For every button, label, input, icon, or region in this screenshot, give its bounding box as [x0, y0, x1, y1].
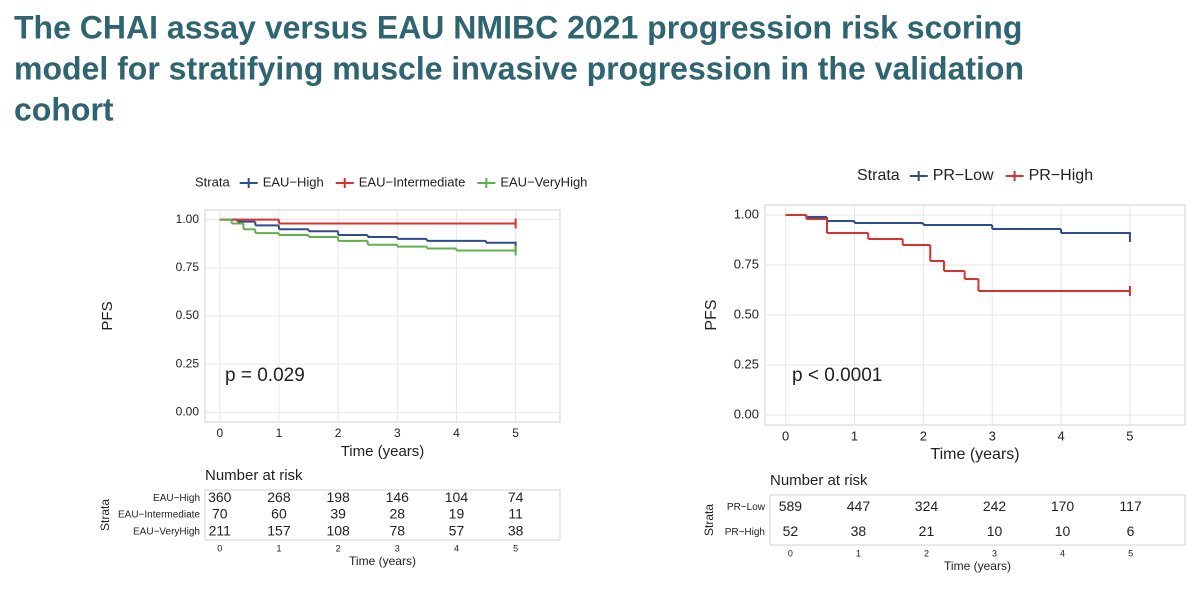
risk-count: 39 — [330, 506, 346, 522]
legend-label: PR−Low — [933, 167, 994, 184]
risk-count: 11 — [508, 506, 523, 522]
risk-count: 170 — [1051, 498, 1075, 514]
risk-count: 447 — [847, 498, 871, 514]
risk-count: 157 — [267, 522, 291, 538]
y-tick-label: 1.00 — [176, 212, 200, 226]
risk-table-panel — [204, 489, 561, 541]
risk-count: 6 — [1127, 523, 1135, 539]
p-value: p < 0.0001 — [792, 365, 882, 386]
legend-label: PR−High — [1029, 167, 1093, 184]
risk-count: 28 — [390, 506, 406, 522]
slide-title: The CHAI assay versus EAU NMIBC 2021 pro… — [14, 9, 1022, 45]
risk-count: 52 — [783, 523, 799, 539]
legend-label: EAU−Intermediate — [359, 174, 466, 189]
risk-row-label: PR−High — [725, 527, 765, 538]
risk-count: 19 — [449, 506, 465, 522]
risk-row-label: EAU−Intermediate — [118, 510, 200, 521]
legend-label: EAU−VeryHigh — [500, 174, 587, 189]
risk-x-tick-label: 4 — [454, 543, 459, 553]
legend-label: EAU−High — [263, 174, 324, 189]
risk-count: 70 — [212, 506, 228, 522]
risk-x-tick-label: 2 — [336, 543, 341, 553]
risk-x-axis-label: Time (years) — [349, 554, 416, 568]
y-tick-label: 0.75 — [176, 260, 200, 274]
risk-count: 104 — [445, 489, 469, 505]
risk-count: 10 — [987, 523, 1003, 539]
slide-title: model for stratifying muscle invasive pr… — [14, 50, 1024, 86]
y-tick-label: 0.00 — [734, 406, 759, 421]
y-tick-label: 0.50 — [734, 306, 759, 321]
x-tick-label: 4 — [453, 426, 460, 440]
risk-row-label: PR−Low — [727, 502, 766, 513]
risk-count: 57 — [449, 522, 465, 538]
risk-count: 589 — [779, 498, 803, 514]
risk-x-tick-label: 5 — [513, 543, 518, 553]
p-value: p = 0.029 — [225, 365, 305, 386]
slide-title: cohort — [14, 91, 114, 127]
x-tick-label: 4 — [1057, 428, 1064, 443]
risk-x-tick-label: 1 — [856, 548, 861, 558]
risk-x-tick-label: 3 — [395, 543, 400, 553]
risk-x-tick-label: 1 — [276, 543, 281, 553]
x-tick-label: 0 — [216, 426, 223, 440]
x-tick-label: 5 — [512, 426, 519, 440]
risk-count: 360 — [208, 489, 232, 505]
risk-count: 268 — [267, 489, 291, 505]
x-tick-label: 1 — [276, 426, 283, 440]
risk-count: 21 — [919, 523, 935, 539]
risk-y-axis-label: Strata — [98, 499, 112, 531]
y-tick-label: 1.00 — [734, 206, 759, 221]
x-tick-label: 1 — [851, 428, 858, 443]
y-tick-label: 0.50 — [176, 308, 200, 322]
risk-x-axis-label: Time (years) — [944, 559, 1011, 573]
risk-count: 324 — [915, 498, 939, 514]
risk-table-panel — [769, 494, 1186, 546]
risk-y-axis-label: Strata — [702, 504, 716, 536]
risk-count: 74 — [508, 489, 524, 505]
risk-count: 108 — [326, 522, 350, 538]
x-tick-label: 3 — [394, 426, 401, 440]
risk-table-title: Number at risk — [205, 467, 303, 484]
risk-count: 10 — [1055, 523, 1071, 539]
risk-x-tick-label: 3 — [992, 548, 997, 558]
legend-title: Strata — [195, 174, 230, 189]
y-axis-label: PFS — [703, 299, 720, 330]
risk-table-title: Number at risk — [770, 472, 868, 489]
y-axis-label: PFS — [99, 301, 116, 330]
risk-row-label: EAU−High — [153, 493, 200, 504]
risk-count: 60 — [271, 506, 287, 522]
risk-row-label: EAU−VeryHigh — [133, 526, 200, 537]
risk-x-tick-label: 5 — [1128, 548, 1133, 558]
x-axis-label: Time (years) — [341, 443, 425, 460]
legend-title: Strata — [857, 167, 900, 184]
risk-count: 117 — [1119, 498, 1142, 514]
x-tick-label: 5 — [1126, 428, 1133, 443]
risk-count: 211 — [209, 522, 232, 538]
risk-x-tick-label: 2 — [924, 548, 929, 558]
x-tick-label: 2 — [920, 428, 927, 443]
risk-count: 146 — [386, 489, 410, 505]
x-tick-label: 0 — [782, 428, 789, 443]
risk-x-tick-label: 0 — [217, 543, 222, 553]
y-tick-label: 0.25 — [176, 356, 200, 370]
risk-x-tick-label: 4 — [1060, 548, 1065, 558]
risk-count: 38 — [851, 523, 867, 539]
x-axis-label: Time (years) — [930, 446, 1019, 463]
risk-count: 198 — [326, 489, 350, 505]
risk-x-tick-label: 0 — [788, 548, 793, 558]
y-tick-label: 0.25 — [734, 356, 759, 371]
y-tick-label: 0.00 — [176, 405, 200, 419]
x-tick-label: 3 — [989, 428, 996, 443]
risk-count: 242 — [983, 498, 1007, 514]
risk-count: 78 — [390, 522, 406, 538]
y-tick-label: 0.75 — [734, 256, 759, 271]
risk-count: 38 — [508, 522, 524, 538]
x-tick-label: 2 — [335, 426, 342, 440]
